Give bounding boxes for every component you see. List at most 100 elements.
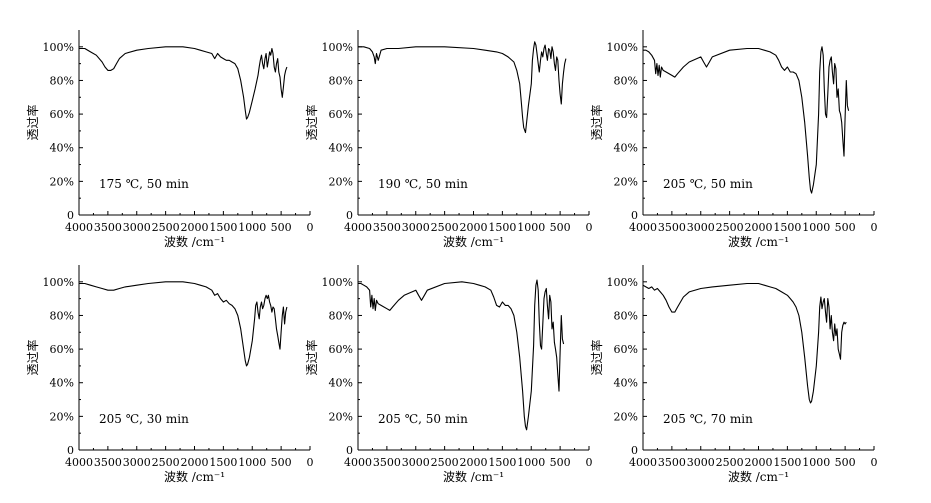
y-axis-label: 透过率 [589,104,604,140]
y-tick-label: 80% [614,74,638,87]
y-axis-label: 透过率 [25,104,40,140]
x-tick-label: 3500 [373,456,401,469]
x-tick-label: 1500 [209,456,237,469]
x-tick-label: 4000 [65,456,93,469]
y-tick-label: 60% [329,108,353,121]
y-tick-label: 100% [607,276,638,289]
x-tick-label: 3500 [658,456,686,469]
x-tick-label: 2500 [431,221,459,234]
y-axis-label: 透过率 [304,339,319,375]
panel-annotation: 175 ℃, 50 min [99,177,189,191]
chart-panel-6: 0 20% 40% 60% 80% 100% 4000 3500 3000 2500 2000 150… [589,265,878,484]
x-axis-label: 波数 /cm⁻¹ [164,469,225,484]
y-tick-label: 80% [50,309,74,322]
x-tick-label: 1000 [802,456,830,469]
x-tick-label: 1500 [488,456,516,469]
x-tick-label: 2000 [181,221,209,234]
panel-annotation: 205 ℃, 50 min [378,412,468,426]
y-tick-label: 0 [346,444,353,457]
y-axis-label: 透过率 [304,104,319,140]
x-tick-label: 500 [550,456,571,469]
x-tick-label: 500 [271,456,292,469]
x-tick-label: 3000 [123,456,151,469]
x-tick-label: 3000 [402,221,430,234]
x-tick-label: 1000 [517,221,545,234]
x-tick-label: 0 [871,221,878,234]
chart-panel-2: 0 20% 40% 60% 80% 100% 4000 3500 3000 2500 2000 150… [304,30,593,249]
x-tick-label: 1500 [773,221,801,234]
x-tick-label: 4000 [344,456,372,469]
x-tick-label: 4000 [629,221,657,234]
y-tick-label: 0 [631,444,638,457]
spectrum-line [79,281,288,367]
x-tick-label: 3000 [687,221,715,234]
y-tick-label: 40% [329,142,353,155]
panel-annotation: 205 ℃, 70 min [663,412,753,426]
x-axis-label: 波数 /cm⁻¹ [164,234,225,249]
x-tick-label: 4000 [65,221,93,234]
y-tick-label: 20% [50,410,74,423]
x-tick-label: 2000 [745,221,773,234]
spectrum-line [643,46,850,194]
x-axis-label: 波数 /cm⁻¹ [443,469,504,484]
y-tick-label: 20% [329,410,353,423]
y-axis-label: 透过率 [589,339,604,375]
y-tick-label: 80% [50,74,74,87]
y-tick-label: 60% [614,343,638,356]
y-tick-label: 40% [329,377,353,390]
x-tick-label: 2500 [431,456,459,469]
x-tick-label: 3000 [123,221,151,234]
y-tick-label: 40% [614,142,638,155]
spectrum-line [358,41,567,134]
x-tick-label: 0 [307,221,314,234]
x-tick-label: 2500 [152,221,180,234]
spectrum-line [642,282,847,404]
y-tick-label: 60% [50,108,74,121]
panel-annotation: 205 ℃, 30 min [99,412,189,426]
y-tick-label: 20% [614,410,638,423]
panel-annotation: 190 ℃, 50 min [378,177,468,191]
x-tick-label: 0 [586,221,593,234]
y-tick-label: 60% [614,108,638,121]
spectrum-line [79,46,288,120]
x-tick-label: 500 [835,221,856,234]
y-tick-label: 40% [50,377,74,390]
x-tick-label: 2500 [716,456,744,469]
x-tick-label: 2500 [152,456,180,469]
y-tick-label: 60% [50,343,74,356]
x-axis-label: 波数 /cm⁻¹ [728,469,789,484]
y-tick-label: 80% [614,309,638,322]
x-tick-label: 4000 [344,221,372,234]
x-tick-label: 2000 [745,456,773,469]
x-tick-label: 3000 [402,456,430,469]
x-tick-label: 3500 [94,221,122,234]
spectrum-line [358,279,565,431]
x-tick-label: 3000 [687,456,715,469]
x-tick-label: 0 [871,456,878,469]
x-tick-label: 500 [835,456,856,469]
y-axis-label: 透过率 [25,339,40,375]
y-tick-label: 80% [329,309,353,322]
y-tick-label: 100% [322,276,353,289]
y-tick-label: 60% [329,343,353,356]
y-tick-label: 0 [67,444,74,457]
x-tick-label: 1000 [517,456,545,469]
y-tick-label: 100% [43,276,74,289]
y-tick-label: 0 [67,209,74,222]
y-tick-label: 0 [631,209,638,222]
x-tick-label: 500 [271,221,292,234]
x-tick-label: 1000 [238,221,266,234]
chart-panel-3: 0 20% 40% 60% 80% 100% 4000 3500 3000 2500 2000 150… [589,30,878,249]
x-tick-label: 1500 [488,221,516,234]
x-tick-label: 3500 [373,221,401,234]
x-tick-label: 500 [550,221,571,234]
y-tick-label: 100% [43,41,74,54]
y-tick-label: 40% [50,142,74,155]
x-tick-label: 0 [307,456,314,469]
x-tick-label: 1500 [773,456,801,469]
x-tick-label: 2000 [460,456,488,469]
y-tick-label: 100% [607,41,638,54]
y-tick-label: 100% [322,41,353,54]
y-tick-label: 40% [614,377,638,390]
